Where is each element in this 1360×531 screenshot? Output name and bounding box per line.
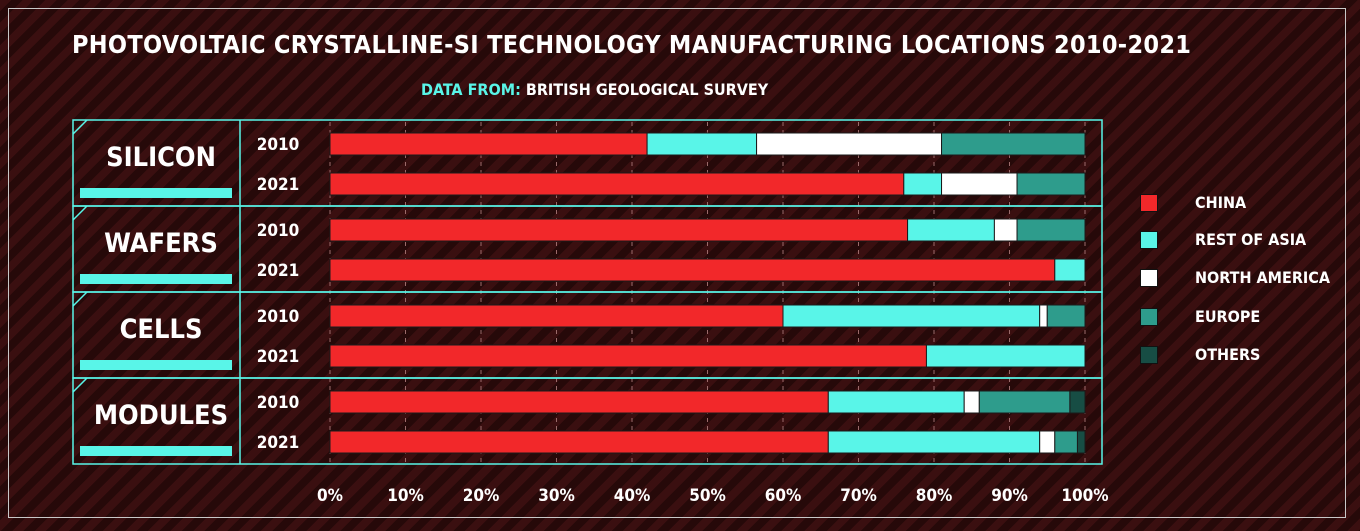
legend-swatch (1140, 269, 1158, 287)
x-tick-label: 70% (840, 486, 877, 506)
corner-accent (72, 377, 88, 393)
x-tick-label: 90% (991, 486, 1028, 506)
bar-segment (1054, 430, 1078, 454)
bar-segment (941, 172, 1018, 196)
bar-segment (646, 132, 758, 156)
legend-item: NORTH AMERICA (1140, 268, 1340, 290)
group-underline (80, 360, 232, 370)
chart-frame (8, 8, 1346, 518)
bar-segment (925, 344, 1086, 368)
bar-segment (756, 132, 943, 156)
legend-label: NORTH AMERICA (1195, 268, 1330, 287)
bar-segment (329, 218, 909, 242)
year-label: 2021 (257, 433, 300, 453)
subtitle-source: BRITISH GEOLOGICAL SURVEY (525, 80, 769, 99)
bar-segment (963, 390, 980, 414)
x-tick-label: 30% (538, 486, 575, 506)
legend-item: OTHERS (1140, 345, 1340, 367)
legend-label: OTHERS (1195, 345, 1261, 364)
x-tick-label: 80% (916, 486, 953, 506)
legend-label: CHINA (1195, 193, 1247, 212)
bar-segment (329, 258, 1056, 282)
bar-segment (827, 390, 965, 414)
bar-segment (1039, 430, 1056, 454)
subtitle-prefix: DATA FROM: (421, 80, 521, 99)
legend-label: REST OF ASIA (1195, 230, 1307, 249)
bar-segment (329, 390, 829, 414)
year-label: 2021 (257, 261, 300, 281)
legend-item: CHINA (1140, 193, 1340, 215)
x-tick-label: 60% (765, 486, 802, 506)
legend-label: EUROPE (1195, 307, 1261, 326)
group-label: MODULES (94, 400, 228, 431)
bar-segment (1016, 218, 1086, 242)
year-label: 2010 (257, 135, 300, 155)
legend-item: EUROPE (1140, 307, 1340, 329)
bar-segment (1054, 258, 1086, 282)
year-label: 2021 (257, 347, 300, 367)
x-tick-label: 50% (689, 486, 726, 506)
x-tick-label: 10% (387, 486, 424, 506)
bar-segment (329, 172, 905, 196)
bar-segment (329, 132, 648, 156)
legend-swatch (1140, 231, 1158, 249)
bar-segment (827, 430, 1041, 454)
bar-segment (1016, 172, 1086, 196)
bar-segment (903, 172, 943, 196)
group-underline (80, 188, 232, 198)
bar-segment (782, 304, 1041, 328)
legend-swatch (1140, 194, 1158, 212)
group-box (72, 377, 1103, 465)
group-label: CELLS (120, 314, 203, 345)
year-label: 2010 (257, 221, 300, 241)
bar-segment (1039, 304, 1048, 328)
chart-title: PHOTOVOLTAIC CRYSTALLINE-SI TECHNOLOGY M… (72, 30, 1192, 59)
bar-segment (978, 390, 1071, 414)
corner-accent (72, 119, 88, 135)
legend-swatch (1140, 346, 1158, 364)
chart-subtitle: DATA FROM: BRITISH GEOLOGICAL SURVEY (421, 80, 768, 99)
bar-segment (1076, 430, 1086, 454)
legend-item: REST OF ASIA (1140, 230, 1340, 252)
corner-accent (72, 205, 88, 221)
x-tick-label: 40% (614, 486, 651, 506)
x-tick-label: 100% (1061, 486, 1108, 506)
bar-segment (907, 218, 995, 242)
bar-segment (1069, 390, 1086, 414)
year-label: 2010 (257, 393, 300, 413)
bar-segment (941, 132, 1086, 156)
bar-segment (329, 304, 784, 328)
legend-swatch (1140, 308, 1158, 326)
group-label: SILICON (106, 142, 216, 173)
bar-segment (993, 218, 1018, 242)
group-label: WAFERS (104, 228, 218, 259)
x-tick-label: 20% (463, 486, 500, 506)
year-label: 2010 (257, 307, 300, 327)
group-underline (80, 446, 232, 456)
bar-segment (329, 344, 927, 368)
bar-segment (1046, 304, 1086, 328)
group-underline (80, 274, 232, 284)
x-tick-label: 0% (317, 486, 343, 506)
year-label: 2021 (257, 175, 300, 195)
corner-accent (72, 291, 88, 307)
bar-segment (329, 430, 829, 454)
